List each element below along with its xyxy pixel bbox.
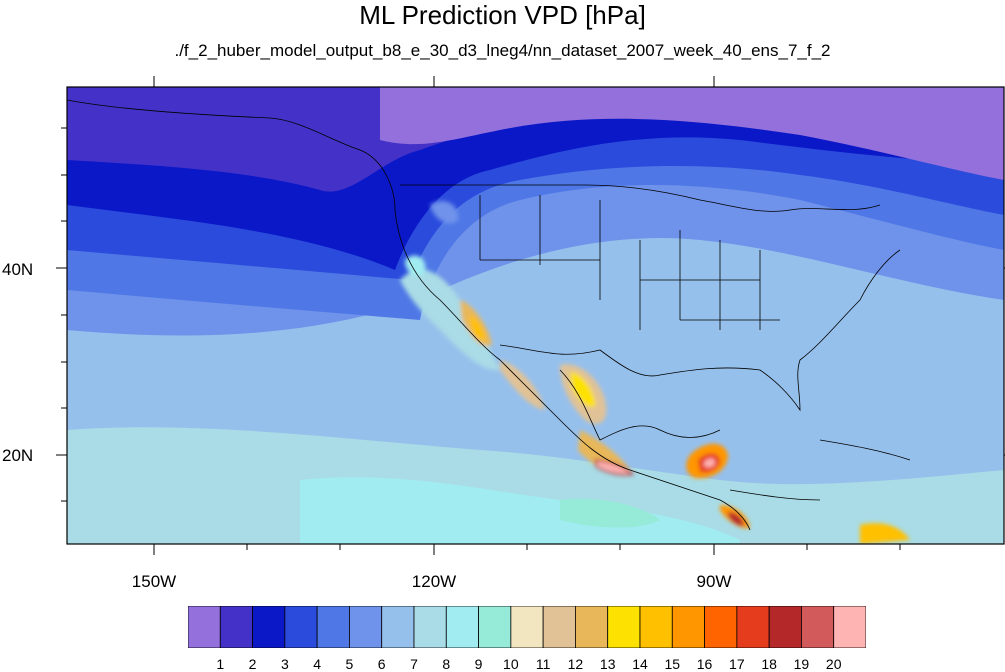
colorbar-swatch (381, 606, 415, 648)
lon-label-90w: 90W (696, 572, 732, 591)
colorbar (188, 606, 866, 648)
colorbar-swatch (188, 606, 221, 648)
colorbar-swatch (575, 606, 609, 648)
map-title: ML Prediction VPD [hPa] (359, 0, 646, 30)
colorbar-label: 7 (410, 656, 418, 672)
colorbar-swatch (833, 606, 866, 648)
colorbar-label: 1 (216, 656, 225, 672)
colorbar-label: 6 (377, 656, 386, 672)
colorbar-swatch (607, 606, 641, 648)
lon-label-150w: 150W (131, 572, 177, 591)
field-band-9 (300, 477, 740, 544)
colorbar-swatch (349, 606, 383, 648)
colorbar-swatch (639, 606, 673, 648)
colorbar-label: 10 (503, 656, 519, 672)
colorbar-label: 8 (442, 656, 451, 672)
colorbar-swatch (704, 606, 738, 648)
colorbar-swatch (801, 606, 835, 648)
colorbar-label: 15 (664, 656, 681, 672)
colorbar-swatch (445, 606, 479, 648)
colorbar-swatch (542, 606, 576, 648)
colorbar-label: 13 (599, 656, 616, 672)
colorbar-swatch (510, 606, 544, 648)
colorbar-swatch (284, 606, 318, 648)
colorbar-label: 3 (280, 656, 289, 672)
colorbar-label: 19 (793, 656, 810, 672)
vpd-map (56, 76, 1005, 555)
colorbar-swatch (219, 606, 253, 648)
colorbar-label: 17 (729, 656, 745, 672)
boundaries (66, 99, 911, 531)
lon-label-120w: 120W (411, 572, 457, 591)
colorbar-swatch (736, 606, 770, 648)
colorbar-swatch (316, 606, 350, 648)
colorbar-label: 16 (696, 656, 713, 672)
vpd-field (67, 87, 1004, 544)
lat-label-40n: 40N (2, 260, 34, 279)
colorbar-swatch (413, 606, 447, 648)
colorbar-swatch (671, 606, 705, 648)
colorbar-label: 4 (313, 656, 322, 672)
colorbar-swatch (768, 606, 802, 648)
colorbar-label: 18 (761, 656, 777, 672)
colorbar-label: 2 (248, 656, 257, 672)
colorbar-label: 11 (535, 656, 551, 672)
colorbar-label: 12 (567, 656, 584, 672)
colorbar-label: 5 (345, 656, 354, 672)
colorbar-swatch (252, 606, 286, 648)
colorbar-swatch (478, 606, 512, 648)
lat-label-20n: 20N (2, 446, 34, 465)
colorbar-label: 20 (825, 656, 842, 672)
map-subtitle: ./f_2_huber_model_output_b8_e_30_d3_lneg… (174, 41, 831, 60)
colorbar-label: 14 (632, 656, 648, 672)
colorbar-label: 9 (474, 656, 483, 672)
field-band-1 (380, 87, 1004, 180)
axis-ticks (56, 76, 1005, 555)
